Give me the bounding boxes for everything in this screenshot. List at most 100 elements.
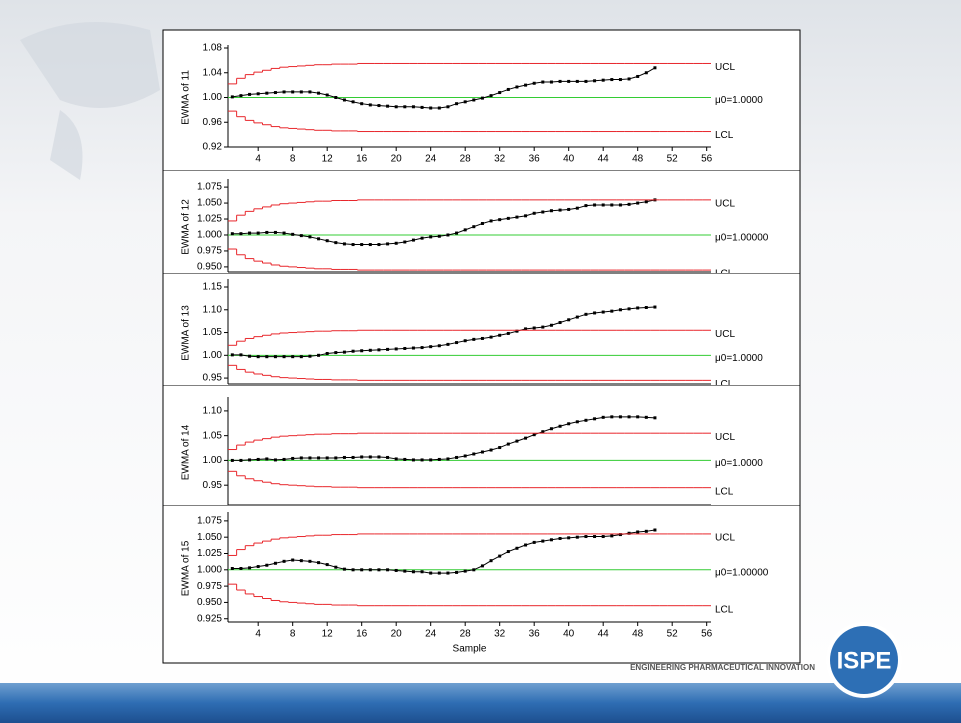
limit-label: UCL xyxy=(715,199,735,210)
ewma-point xyxy=(248,232,251,235)
ewma-point xyxy=(326,239,329,242)
ewma-point xyxy=(498,218,501,221)
ewma-point xyxy=(386,105,389,108)
x-tick-label: 16 xyxy=(356,629,368,640)
ewma-point xyxy=(576,536,579,539)
ewma-point xyxy=(283,355,286,358)
ewma-point xyxy=(636,415,639,418)
ewma-point xyxy=(464,454,467,457)
ewma-point xyxy=(481,97,484,100)
ewma-point xyxy=(257,355,260,358)
ewma-point xyxy=(584,80,587,83)
ewma-point xyxy=(421,237,424,240)
ewma-point xyxy=(576,207,579,210)
ewma-point xyxy=(455,571,458,574)
y-tick-label: 1.050 xyxy=(197,198,222,209)
ewma-point xyxy=(636,306,639,309)
x-tick-label: 32 xyxy=(494,154,506,165)
y-tick-label: 0.975 xyxy=(197,581,222,592)
ewma-point xyxy=(645,200,648,203)
y-axis-label: EWMA of 12 xyxy=(181,199,192,255)
ewma-point xyxy=(231,95,234,98)
logo-text: ISPE xyxy=(837,647,892,674)
ewma-point xyxy=(636,202,639,205)
ewma-point xyxy=(610,78,613,81)
ewma-point xyxy=(550,81,553,84)
x-tick-label: 4 xyxy=(255,154,261,165)
ewma-point xyxy=(550,209,553,212)
x-axis-label: Sample xyxy=(453,644,487,655)
ewma-point xyxy=(386,456,389,459)
ewma-point xyxy=(619,203,622,206)
ewma-point xyxy=(231,353,234,356)
limit-label: UCL xyxy=(715,329,735,340)
ewma-point xyxy=(593,79,596,82)
ewma-point xyxy=(386,242,389,245)
ewma-point xyxy=(490,336,493,339)
ewma-point xyxy=(472,98,475,101)
ewma-point xyxy=(438,458,441,461)
ewma-point xyxy=(377,568,380,571)
y-tick-label: 1.00 xyxy=(203,92,223,103)
ewma-point xyxy=(386,568,389,571)
y-tick-label: 1.15 xyxy=(203,282,223,293)
ewma-point xyxy=(610,203,613,206)
ewma-point xyxy=(412,570,415,573)
ewma-point xyxy=(533,541,536,544)
ewma-point xyxy=(481,451,484,454)
y-tick-label: 1.000 xyxy=(197,564,222,575)
ewma-point xyxy=(343,456,346,459)
ewma-point xyxy=(326,352,329,355)
x-tick-label: 4 xyxy=(255,629,261,640)
y-tick-label: 0.925 xyxy=(197,613,222,624)
ewma-point xyxy=(239,459,242,462)
ewma-point xyxy=(343,242,346,245)
x-tick-label: 20 xyxy=(391,154,403,165)
y-tick-label: 1.000 xyxy=(197,230,222,241)
ewma-point xyxy=(653,66,656,69)
ewma-point xyxy=(395,105,398,108)
ewma-point xyxy=(446,343,449,346)
ewma-point xyxy=(446,233,449,236)
ewma-point xyxy=(308,456,311,459)
ewma-point xyxy=(429,235,432,238)
ewma-point xyxy=(326,456,329,459)
y-tick-label: 0.92 xyxy=(203,142,223,153)
ewma-point xyxy=(403,105,406,108)
ewma-point xyxy=(257,92,260,95)
ewma-point xyxy=(283,232,286,235)
ewma-point xyxy=(421,106,424,109)
ewma-point xyxy=(248,458,251,461)
ewma-point xyxy=(481,222,484,225)
x-tick-label: 56 xyxy=(701,629,713,640)
ewma-point xyxy=(593,203,596,206)
ewma-point xyxy=(559,537,562,540)
x-tick-label: 36 xyxy=(529,629,541,640)
x-tick-label: 16 xyxy=(356,154,368,165)
ewma-point xyxy=(386,348,389,351)
ewma-point xyxy=(231,232,234,235)
ewma-point xyxy=(490,449,493,452)
ewma-point xyxy=(619,415,622,418)
ewma-point xyxy=(291,90,294,93)
ewma-point xyxy=(352,350,355,353)
ewma-point xyxy=(300,456,303,459)
limit-label: LCL xyxy=(715,130,734,141)
ewma-point xyxy=(498,555,501,558)
x-tick-label: 44 xyxy=(598,629,610,640)
ewma-point xyxy=(455,456,458,459)
ewma-point xyxy=(541,211,544,214)
y-axis-label: EWMA of 13 xyxy=(181,305,192,361)
y-tick-label: 1.050 xyxy=(197,532,222,543)
ewma-point xyxy=(628,203,631,206)
x-tick-label: 12 xyxy=(322,629,334,640)
ewma-point xyxy=(395,457,398,460)
ewma-point xyxy=(412,458,415,461)
ewma-point xyxy=(602,203,605,206)
ewma-point xyxy=(274,562,277,565)
ewma-point xyxy=(395,347,398,350)
y-tick-label: 0.95 xyxy=(203,480,223,491)
ewma-point xyxy=(257,565,260,568)
y-tick-label: 0.96 xyxy=(203,117,223,128)
ewma-point xyxy=(421,346,424,349)
